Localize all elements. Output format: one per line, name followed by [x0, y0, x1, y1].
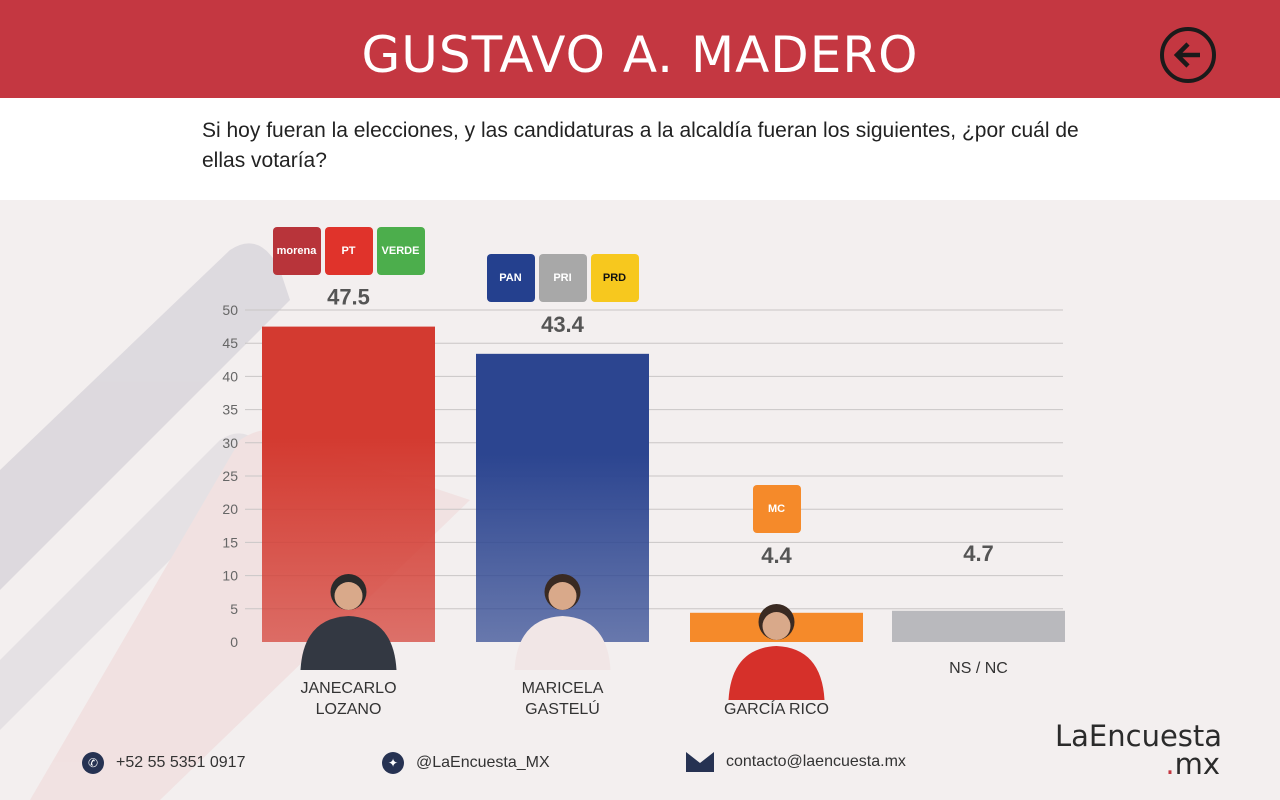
candidate-photo-face: [762, 612, 791, 640]
arrow-left-circle-icon: [1173, 42, 1200, 68]
y-tick-label: 50: [222, 302, 238, 318]
data-label: 4.7: [963, 541, 994, 566]
y-tick-label: 10: [222, 568, 238, 584]
brand-logo: LaEncuesta .mx: [1055, 719, 1223, 781]
data-label: 4.4: [761, 543, 792, 568]
candidate-photo-face: [548, 582, 577, 610]
y-tick-label: 20: [222, 501, 238, 517]
party-logo-pan: PAN: [486, 253, 535, 302]
twitter-handle[interactable]: @LaEncuesta_MX: [416, 754, 550, 771]
data-label: 47.5: [327, 285, 370, 310]
y-tick-label: 0: [230, 634, 238, 650]
email-text[interactable]: contacto@laencuesta.mx: [726, 753, 906, 770]
y-tick-label: 15: [222, 534, 238, 550]
candidate-photo-body: [514, 616, 611, 670]
y-tick-label: 35: [222, 402, 238, 418]
category-label: GARCÍA RICO: [724, 699, 829, 718]
bar-3: [892, 610, 1065, 642]
candidate-photo-body: [300, 616, 397, 670]
category-label: NS / NC: [949, 660, 1008, 677]
candidate-photo-body: [728, 646, 825, 700]
brand-name: LaEncuesta: [1055, 719, 1223, 753]
header-bar: GUSTAVO A. MADERO: [0, 0, 1280, 98]
party-logo-prd: PRD: [590, 253, 639, 302]
category-label: GASTELÚ: [525, 699, 600, 718]
survey-question: Si hoy fueran la elecciones, y las candi…: [202, 119, 1079, 172]
email-icon: [686, 752, 714, 772]
y-tick-label: 25: [222, 468, 238, 484]
back-button[interactable]: [1160, 27, 1216, 83]
party-logo-verde: VERDE: [376, 226, 425, 275]
y-tick-label: 30: [222, 435, 238, 451]
page-title: GUSTAVO A. MADERO: [361, 26, 919, 84]
y-tick-label: 5: [230, 601, 238, 617]
question-box: Si hoy fueran la elecciones, y las candi…: [0, 98, 1280, 200]
footer-twitter[interactable]: ✦ @LaEncuesta_MX: [382, 752, 550, 774]
party-logo-mc: MC: [752, 484, 801, 533]
brand-tld: .mx: [1165, 747, 1220, 781]
footer-phone: ✆ +52 55 5351 0917: [82, 752, 245, 774]
category-label: LOZANO: [316, 701, 382, 718]
category-label: JANECARLO: [300, 680, 396, 697]
phone-text: +52 55 5351 0917: [116, 754, 246, 771]
y-tick-label: 45: [222, 335, 238, 351]
footer-email[interactable]: contacto@laencuesta.mx: [686, 752, 906, 772]
party-logo-pri: PRI: [538, 253, 587, 302]
y-tick-label: 40: [222, 368, 238, 384]
category-label: MARICELA: [522, 680, 604, 697]
party-logo-pt: PT: [324, 226, 373, 275]
party-logo-morena: morena: [272, 226, 321, 275]
candidate-photo-face: [334, 582, 363, 610]
whatsapp-icon: ✆: [82, 752, 104, 774]
data-label: 43.4: [541, 312, 585, 337]
twitter-icon: ✦: [382, 752, 404, 774]
